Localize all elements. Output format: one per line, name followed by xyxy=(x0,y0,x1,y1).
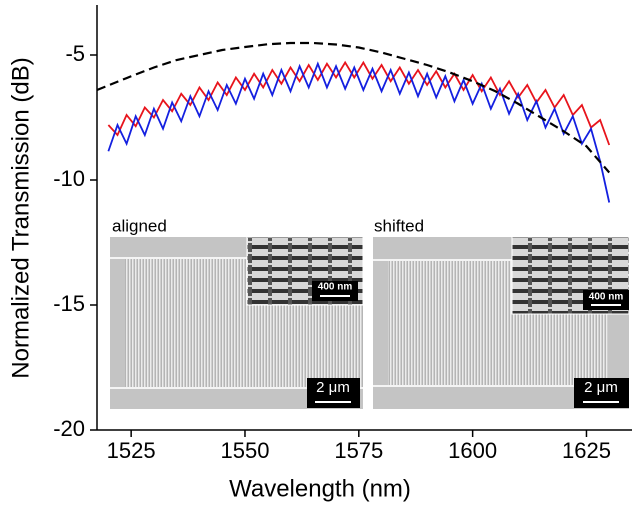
y-tick-label: -10 xyxy=(53,166,85,191)
y-tick-label: -5 xyxy=(65,41,85,66)
series-line xyxy=(107,60,611,146)
x-tick-label: 1550 xyxy=(221,438,270,463)
y-tick-label: -15 xyxy=(53,291,85,316)
x-axis-label: Wavelength (nm) xyxy=(229,475,411,502)
inset-aligned: aligned 400 nm 2 μm xyxy=(110,216,364,409)
scale-label: 400 nm xyxy=(589,292,624,303)
x-tick-label: 1625 xyxy=(562,438,611,463)
x-tick-label: 1525 xyxy=(107,438,156,463)
scale-label: 2 μm xyxy=(316,379,350,396)
inset-label: aligned xyxy=(112,216,167,235)
series-line xyxy=(96,41,611,174)
scale-label: 2 μm xyxy=(584,379,618,396)
inset-shifted: shifted 400 nm 2 μm xyxy=(373,216,630,409)
scale-label: 400 nm xyxy=(318,282,353,293)
x-tick-label: 1600 xyxy=(448,438,497,463)
y-axis-label: Normalized Transmission (dB) xyxy=(7,57,34,378)
series-line xyxy=(107,61,611,203)
inset-label: shifted xyxy=(374,216,424,235)
y-tick-label: -20 xyxy=(53,416,85,441)
x-tick-label: 1575 xyxy=(334,438,383,463)
